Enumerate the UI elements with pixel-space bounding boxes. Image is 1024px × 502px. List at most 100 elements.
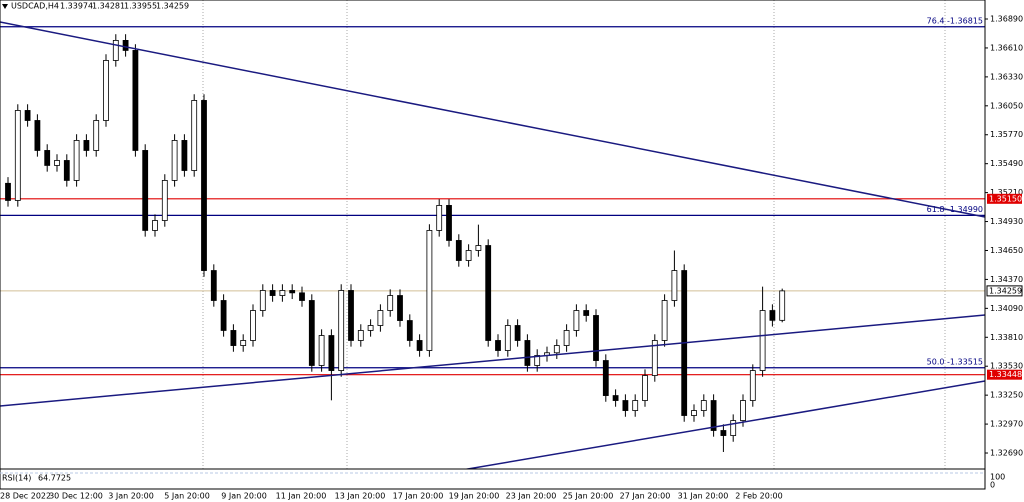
candle-body — [573, 310, 580, 331]
y-tick-label: 1.36610 — [990, 43, 1023, 52]
candle-body — [220, 300, 227, 331]
candle-body — [691, 410, 697, 416]
x-tick-label: 5 Jan 20:00 — [164, 492, 210, 501]
candle-body — [759, 310, 766, 371]
y-tick-label: 1.32690 — [990, 449, 1023, 458]
y-tick-label: 1.32970 — [990, 420, 1023, 429]
y-tick-label: 1.34090 — [990, 304, 1023, 313]
candle-body — [259, 290, 266, 311]
x-tick-label: 31 Jan 20:00 — [678, 492, 729, 501]
candle-body — [602, 360, 609, 396]
candle-body — [563, 330, 570, 346]
candle-body — [436, 205, 443, 231]
rsi-tick-label: 100 — [990, 473, 1005, 482]
candle-body — [14, 110, 21, 201]
x-tick-label: 25 Jan 20:00 — [563, 492, 614, 501]
rsi-name: RSI(14) — [2, 474, 31, 483]
candle-body — [142, 150, 149, 231]
candle-body — [504, 325, 511, 351]
candle-body — [348, 290, 354, 341]
candle-body — [416, 340, 423, 351]
alert-price-label: 1.33448 — [989, 370, 1022, 379]
candle-body — [397, 295, 403, 321]
trendline — [449, 380, 986, 473]
candle-body — [446, 205, 452, 241]
candle-body — [485, 245, 492, 341]
candle-body — [583, 310, 590, 316]
candle-body — [210, 270, 217, 301]
candle-body — [426, 230, 433, 351]
candle-body — [240, 340, 247, 346]
candle-body — [34, 120, 41, 151]
fib-label: 76.4 -1.36815 — [927, 16, 983, 25]
header-high: 1.34281 — [92, 2, 125, 11]
price-label: 1.34259 — [989, 286, 1022, 295]
candle-body — [495, 340, 501, 351]
candle-body — [161, 180, 168, 221]
candle-body — [749, 370, 756, 401]
candle-body — [328, 335, 335, 371]
alert-price-label: 1.35150 — [989, 194, 1022, 203]
candles — [5, 34, 786, 452]
candle-body — [661, 300, 668, 341]
price-axis: 1.36890 1.36610 1.36330 1.36050 1.35770 1.354… — [985, 15, 1023, 490]
y-tick-label: 1.34930 — [990, 217, 1023, 226]
candle-body — [299, 292, 305, 301]
candle-body — [377, 310, 384, 326]
y-tick-label: 1.34370 — [990, 275, 1023, 284]
rsi-value: 64.7725 — [38, 474, 71, 483]
candle-body — [367, 325, 374, 331]
y-tick-label: 1.34650 — [990, 246, 1023, 255]
y-tick-label: 1.36050 — [990, 101, 1023, 110]
candle-body — [769, 310, 776, 321]
rsi-tick-label: 0 — [990, 481, 995, 490]
candle-body — [132, 50, 139, 151]
alert-price-box — [987, 369, 1022, 380]
y-tick-label: 1.35210 — [990, 188, 1023, 197]
candle-body — [475, 245, 482, 251]
candle-body — [730, 420, 737, 436]
alert-price-box — [987, 193, 1022, 204]
candle-body — [308, 300, 315, 366]
x-tick-label: 17 Jan 20:00 — [393, 492, 444, 501]
candle-body — [230, 330, 237, 346]
candle-body — [700, 400, 707, 411]
candle-body — [122, 40, 129, 51]
y-tick-label: 1.35490 — [990, 159, 1023, 168]
candle-body — [387, 295, 394, 311]
candle-body — [93, 120, 100, 151]
candle-body — [191, 100, 198, 171]
trendline — [0, 21, 986, 218]
x-tick-label: 23 Jan 20:00 — [506, 492, 557, 501]
fib-label: 50.0 -1.33515 — [927, 357, 983, 366]
trendlines — [0, 21, 986, 473]
candle-body — [534, 355, 541, 366]
x-tick-label: 27 Jan 20:00 — [620, 492, 671, 501]
menu-arrow — [2, 4, 8, 9]
rsi-panel — [0, 468, 986, 490]
candle-body — [720, 430, 727, 436]
candle-body — [83, 140, 90, 151]
x-tick-label: 30 Dec 12:00 — [49, 492, 103, 501]
y-tick-label: 1.36330 — [990, 72, 1023, 81]
x-tick-label: 28 Dec 2022 — [0, 492, 51, 501]
candle-body — [779, 290, 786, 321]
header-close: 1.34259 — [156, 2, 189, 11]
y-tick-label: 1.33530 — [990, 362, 1023, 371]
candle-body — [357, 330, 364, 341]
candle-body — [289, 290, 296, 294]
price-box — [986, 285, 1023, 297]
x-tick-label: 9 Jan 20:00 — [221, 492, 267, 501]
candle-body — [181, 140, 188, 171]
candle-body — [671, 270, 678, 301]
y-tick-label: 1.33810 — [990, 333, 1023, 342]
candle-body — [201, 100, 207, 271]
candle-body — [740, 400, 746, 421]
period-separators — [202, 0, 946, 489]
candle-body — [553, 345, 560, 354]
candle-body — [632, 400, 639, 411]
y-tick-label: 1.36890 — [990, 15, 1023, 24]
y-tick-label: 1.35770 — [990, 130, 1023, 139]
